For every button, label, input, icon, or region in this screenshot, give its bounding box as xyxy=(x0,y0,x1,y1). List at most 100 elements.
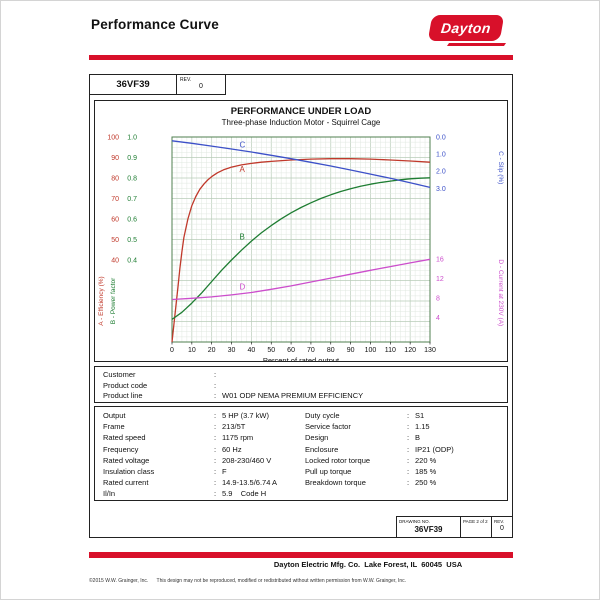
row-value: IP21 (ODP) xyxy=(415,444,454,454)
row-value: 1.15 xyxy=(415,422,430,432)
title-block: DRAWING NO. 36VF39 PAGE 2 of 2 REV. 0 xyxy=(396,516,513,538)
row-value: S1 xyxy=(415,411,425,420)
row-value: W01 ODP NEMA PREMIUM EFFICIENCY xyxy=(222,391,364,400)
row-colon: : xyxy=(214,422,217,432)
table-row: Customer: xyxy=(95,370,507,381)
y-tick-label: 4 xyxy=(436,315,440,322)
table-row: Rated voltage:208-230/460 V xyxy=(103,455,277,466)
table-row: Insulation class: F xyxy=(103,466,277,477)
y-axis-name: D - Current at 230V (A) xyxy=(497,259,504,326)
table-row: Service factor:1.15 xyxy=(305,421,454,432)
row-colon: : xyxy=(214,478,217,488)
x-tick-label: 100 xyxy=(365,347,377,354)
curve-D xyxy=(171,258,431,301)
y-tick-label: 0.6 xyxy=(127,217,137,224)
row-value: 250 % xyxy=(415,478,437,488)
model-number: 36VF39 xyxy=(116,79,150,90)
row-label: Breakdown torque xyxy=(305,478,366,488)
x-tick-label: 80 xyxy=(327,347,335,354)
table-row: Output:5 HP (3.7 kW) xyxy=(103,410,277,421)
x-tick-label: 50 xyxy=(267,347,275,354)
drawing-number-value: 36VF39 xyxy=(414,524,443,534)
row-label: Enclosure xyxy=(305,444,339,454)
y-axis-name: B - Power factor xyxy=(110,277,117,324)
row-label: Product line xyxy=(103,391,143,400)
spec-column-right: Duty cycle: S1 Service factor:1.15 Design: B… xyxy=(305,410,454,488)
drawing-number-label: DRAWING NO. xyxy=(399,518,430,524)
y-tick-label: 2.0 xyxy=(436,169,446,176)
title-block-rev-cell: REV. 0 xyxy=(492,517,512,537)
row-value: 1175 rpm xyxy=(222,433,254,443)
footer-company-line: Dayton Electric Mfg. Co. Lake Forest, IL… xyxy=(273,560,463,569)
row-colon: : xyxy=(214,391,217,400)
row-value: F xyxy=(222,466,227,476)
row-colon: : xyxy=(407,455,410,465)
x-tick-label: 10 xyxy=(188,347,196,354)
curve-label-A: A xyxy=(239,165,245,174)
page-number-label: PAGE 2 of 2 xyxy=(463,518,488,524)
x-tick-label: 0 xyxy=(170,347,174,354)
row-colon: : xyxy=(214,411,217,420)
row-value: B xyxy=(415,433,421,443)
document-border xyxy=(89,74,513,538)
row-colon: : xyxy=(214,444,217,454)
curve-label-C: C xyxy=(239,141,245,150)
y-tick-label: 90 xyxy=(111,155,119,162)
table-row: Design: B xyxy=(305,432,454,443)
row-colon: : xyxy=(407,422,410,432)
title-block-rev-label: REV. xyxy=(494,518,505,524)
row-label: Rated voltage xyxy=(103,455,150,465)
x-tick-label: 20 xyxy=(208,347,216,354)
y-axis-name: C - Slip (%) xyxy=(497,151,504,184)
y-tick-label: 8 xyxy=(436,296,440,303)
revision-value: 0 xyxy=(199,82,203,90)
row-colon: : xyxy=(214,370,217,379)
row-colon: : xyxy=(407,478,410,488)
y-tick-label: 0.5 xyxy=(127,237,137,244)
dayton-logo: Dayton xyxy=(427,15,505,41)
customer-info-table: Customer: Product code: Product line: W01 O… xyxy=(94,366,508,403)
drawing-number-cell: DRAWING NO. 36VF39 xyxy=(397,517,461,537)
page-title: Performance Curve xyxy=(91,17,219,32)
x-tick-label: 60 xyxy=(287,347,295,354)
curve-label-B: B xyxy=(239,233,244,242)
table-row: Product code: xyxy=(95,381,507,392)
table-row: Enclosure: IP21 (ODP) xyxy=(305,444,454,455)
x-tick-label: 130 xyxy=(424,347,436,354)
row-value: 5.9 Code H xyxy=(222,489,267,499)
row-value: 220 % xyxy=(415,455,437,465)
y-tick-label: 100 xyxy=(107,135,119,142)
y-tick-label: 3.0 xyxy=(436,186,446,193)
row-colon: : xyxy=(214,433,217,443)
row-label: Il/In xyxy=(103,489,116,499)
page-number-cell: PAGE 2 of 2 xyxy=(461,517,492,537)
performance-chart: 0 10 20 30 40 50 60 70 80 90 100 110 120 130 Percent o… xyxy=(98,135,504,362)
row-colon: : xyxy=(407,466,410,476)
chart-subtitle: Three-phase Induction Motor - Squirrel C… xyxy=(221,118,381,127)
curve-label-D: D xyxy=(239,282,245,291)
y-tick-label: 80 xyxy=(111,176,119,183)
y-tick-label: 0.4 xyxy=(127,258,137,265)
row-value: 14.9-13.5/6.74 A xyxy=(222,478,278,488)
chart-title: PERFORMANCE UNDER LOAD xyxy=(230,106,372,117)
row-value: 5 HP (3.7 kW) xyxy=(222,411,269,420)
model-number-box: 36VF39 xyxy=(89,74,177,95)
footer-copyright: ©2015 W.W. Grainger, Inc. This design ma… xyxy=(89,578,407,584)
curve-B xyxy=(171,177,431,320)
row-value: 213/5T xyxy=(222,422,246,432)
y-tick-label: 60 xyxy=(111,217,119,224)
dayton-logo-text: Dayton xyxy=(440,20,492,36)
footer-rule xyxy=(89,552,513,558)
curve-A xyxy=(171,158,431,343)
row-label: Rated speed xyxy=(103,433,146,443)
table-row: Locked rotor torque:220 % xyxy=(305,455,454,466)
x-tick-label: 90 xyxy=(347,347,355,354)
row-colon: : xyxy=(214,455,217,465)
curve-C xyxy=(171,140,431,189)
row-label: Design xyxy=(305,433,329,443)
chart-panel: 0 10 20 30 40 50 60 70 80 90 100 110 120 130 Percent o… xyxy=(94,100,508,362)
row-colon: : xyxy=(407,444,410,454)
header-rule xyxy=(89,55,513,60)
y-axis-name: A - Efficiency (%) xyxy=(98,276,105,325)
